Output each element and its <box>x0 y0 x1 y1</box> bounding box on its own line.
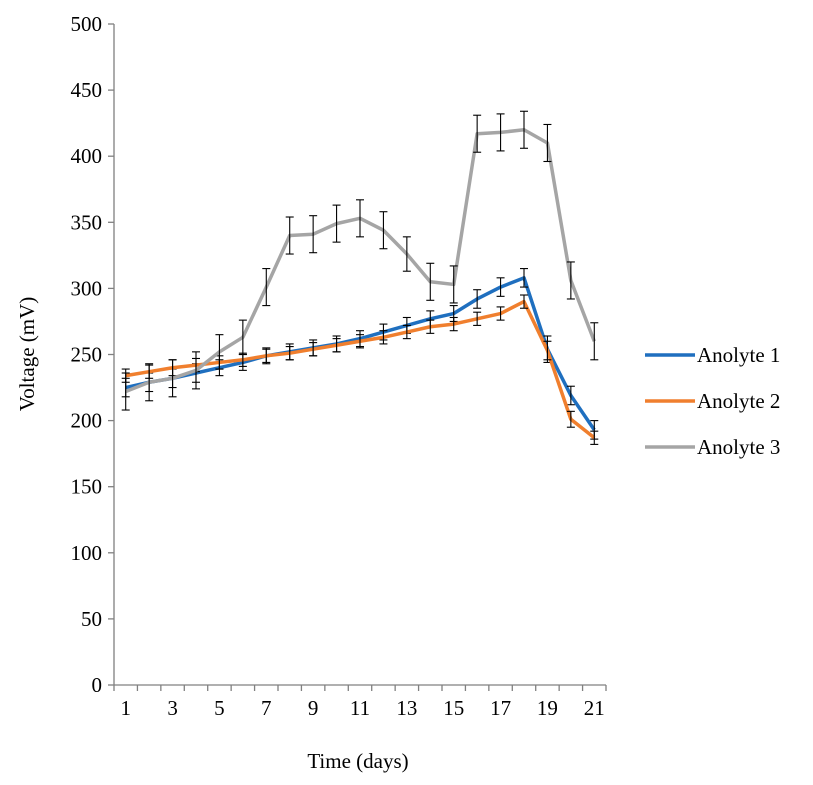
legend-label: Anolyte 1 <box>697 343 780 367</box>
y-axis-title: Voltage (mV) <box>15 297 39 412</box>
legend-label: Anolyte 2 <box>697 389 780 413</box>
series-3 <box>121 110 599 411</box>
x-tick-label: 15 <box>443 696 464 720</box>
y-tick-label: 300 <box>71 276 103 300</box>
y-tick-label: 450 <box>71 78 103 102</box>
y-tick-label: 400 <box>71 144 103 168</box>
x-tick-label: 1 <box>120 696 131 720</box>
y-tick-label: 150 <box>71 475 103 499</box>
x-tick-label: 3 <box>167 696 178 720</box>
y-tick-label: 350 <box>71 210 103 234</box>
legend-label: Anolyte 3 <box>697 435 780 459</box>
y-tick-label: 250 <box>71 343 103 367</box>
y-tick-label: 50 <box>81 607 102 631</box>
y-tick-label: 100 <box>71 541 103 565</box>
legend-item: Anolyte 2 <box>645 389 780 413</box>
y-tick-label: 500 <box>71 12 103 36</box>
x-tick-label: 13 <box>396 696 417 720</box>
legend-item: Anolyte 1 <box>645 343 780 367</box>
x-tick-label: 19 <box>537 696 558 720</box>
x-tick-label: 5 <box>214 696 225 720</box>
x-tick-label: 9 <box>308 696 319 720</box>
legend: Anolyte 1 Anolyte 2 Anolyte 3 <box>645 343 780 459</box>
x-tick-label: 21 <box>584 696 605 720</box>
series-layer <box>121 110 599 445</box>
legend-item: Anolyte 3 <box>645 435 780 459</box>
y-tick-label: 0 <box>92 673 103 697</box>
series-1 <box>121 268 599 440</box>
x-tick-label: 7 <box>261 696 272 720</box>
x-tick-label: 11 <box>350 696 370 720</box>
y-tick-label: 200 <box>71 409 103 433</box>
x-tick-label: 17 <box>490 696 511 720</box>
x-axis-title: Time (days) <box>307 749 408 773</box>
